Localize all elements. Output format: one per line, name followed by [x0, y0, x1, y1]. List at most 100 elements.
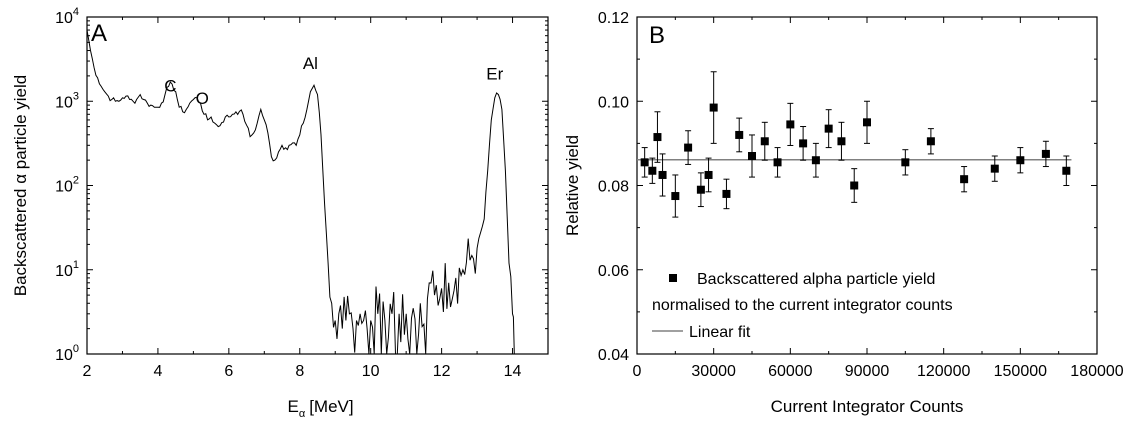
panel-a-peak-annotation: C	[164, 77, 176, 96]
legend-series-label-line1: Backscattered alpha particle yield	[697, 271, 935, 288]
panel-a-x-tick-label: 8	[295, 363, 304, 380]
panel-a-x-axis-label-unit: [MeV]	[309, 397, 353, 416]
square-marker	[837, 137, 846, 146]
panel-a-peak-annotation: O	[196, 89, 209, 108]
panel-a-annotations: C O Al Er	[164, 54, 503, 108]
panel-a-y-tick-label: 100	[55, 343, 79, 364]
legend-fit-label: Linear fit	[689, 324, 751, 341]
panel-b-x-tick-label: 0	[633, 363, 642, 380]
panel-b-ticks: 0 30000 60000 90000 120000 150000 180000 0.04 0.…	[598, 10, 1124, 380]
data-point	[773, 147, 782, 178]
data-point	[640, 147, 649, 178]
panel-a-x-axis-label: Eα [MeV]	[288, 397, 354, 420]
panel-a-y-tick-label: 103	[55, 90, 79, 111]
panel-a-x-tick-label: 2	[83, 363, 92, 380]
data-point	[850, 168, 859, 203]
panel-a-y-axis-label: Backscattered α particle yield	[11, 75, 30, 296]
panel-a-y-tick-label: 104	[55, 6, 79, 27]
panel-a-y-tick-exponent: 1	[73, 259, 79, 271]
square-marker	[1062, 166, 1071, 175]
data-point	[696, 172, 705, 208]
square-marker	[863, 118, 871, 127]
panel-b-x-axis-label: Current Integrator Counts	[771, 397, 964, 416]
data-point	[760, 121, 769, 161]
square-marker	[799, 139, 808, 148]
panel-b-y-tick-label: 0.06	[598, 263, 629, 280]
square-marker	[824, 124, 833, 133]
panel-b-chart: 0 30000 60000 90000 120000 150000 180000 0.04 0.…	[563, 10, 1124, 416]
panel-a-y-tick-base: 10	[55, 94, 73, 111]
panel-a-label: A	[91, 20, 107, 47]
square-marker	[850, 181, 859, 190]
panel-b-y-tick-label: 0.08	[598, 179, 629, 196]
data-point	[799, 126, 808, 161]
square-marker	[786, 120, 795, 129]
panel-a-peak-annotation: Al	[303, 54, 318, 73]
square-marker	[704, 170, 713, 179]
square-marker	[735, 130, 744, 139]
data-point	[901, 149, 910, 176]
panel-a-x-tick-label: 12	[433, 363, 451, 380]
data-point	[735, 117, 744, 153]
data-point	[684, 130, 693, 165]
panel-a-x-tick-label: 14	[504, 363, 522, 380]
square-marker	[671, 192, 680, 201]
square-marker	[990, 164, 999, 173]
panel-b-data-points	[640, 71, 1071, 218]
data-point	[704, 157, 713, 193]
panel-a-x-axis-label-main: E	[288, 397, 299, 416]
data-point	[863, 100, 871, 144]
square-marker	[760, 137, 769, 146]
data-point	[926, 128, 935, 155]
square-marker	[658, 170, 667, 179]
legend-square-marker-icon	[669, 274, 677, 282]
panel-b-y-tick-label: 0.04	[598, 347, 629, 364]
panel-a-spectrum-line	[86, 30, 515, 355]
square-marker	[811, 156, 820, 165]
data-point	[671, 174, 680, 218]
panel-b-x-tick-label: 180000	[1070, 363, 1123, 380]
square-marker	[926, 137, 935, 146]
square-marker	[684, 143, 693, 152]
square-marker	[901, 158, 910, 167]
square-marker	[1041, 149, 1050, 158]
data-point	[786, 102, 795, 146]
panel-b-y-tick-label: 0.12	[598, 10, 629, 27]
panel-b-label: B	[649, 22, 665, 49]
panel-b-y-axis-label: Relative yield	[563, 135, 582, 236]
panel-a-y-tick-label: 102	[55, 175, 79, 196]
panel-a-peak-annotation: Er	[486, 65, 503, 84]
panel-a-y-tick-exponent: 3	[73, 90, 79, 102]
panel-a-y-tick-base: 10	[55, 10, 73, 27]
panel-a-y-tick-exponent: 0	[73, 343, 79, 355]
data-point	[824, 109, 833, 149]
panel-a-x-tick-label: 10	[362, 363, 380, 380]
data-point	[648, 157, 657, 184]
data-point	[653, 111, 662, 163]
panel-b-x-tick-label: 60000	[768, 363, 813, 380]
panel-a-y-tick-exponent: 4	[73, 6, 79, 18]
data-point	[1016, 147, 1025, 174]
panel-b-y-tick-label: 0.10	[598, 94, 629, 111]
data-point	[709, 71, 718, 144]
data-point	[658, 153, 667, 197]
panel-a-y-tick-exponent: 2	[73, 175, 79, 187]
square-marker	[748, 152, 756, 161]
square-marker	[653, 133, 662, 142]
data-point	[990, 155, 999, 182]
panel-a-y-tick-base: 10	[55, 263, 73, 280]
panel-a-y-tick-base: 10	[55, 179, 73, 196]
panel-a-y-tick-label: 101	[55, 259, 79, 280]
panel-b-x-tick-label: 120000	[917, 363, 970, 380]
square-marker	[1016, 156, 1025, 165]
data-point	[748, 134, 756, 178]
data-point	[837, 121, 846, 161]
square-marker	[773, 158, 782, 167]
panel-b-x-tick-label: 150000	[994, 363, 1047, 380]
panel-b-x-tick-label: 90000	[845, 363, 890, 380]
legend-series-label-line2: normalised to the current integrator cou…	[652, 297, 953, 314]
data-point	[722, 178, 731, 210]
square-marker	[640, 158, 649, 167]
square-marker	[722, 189, 731, 198]
